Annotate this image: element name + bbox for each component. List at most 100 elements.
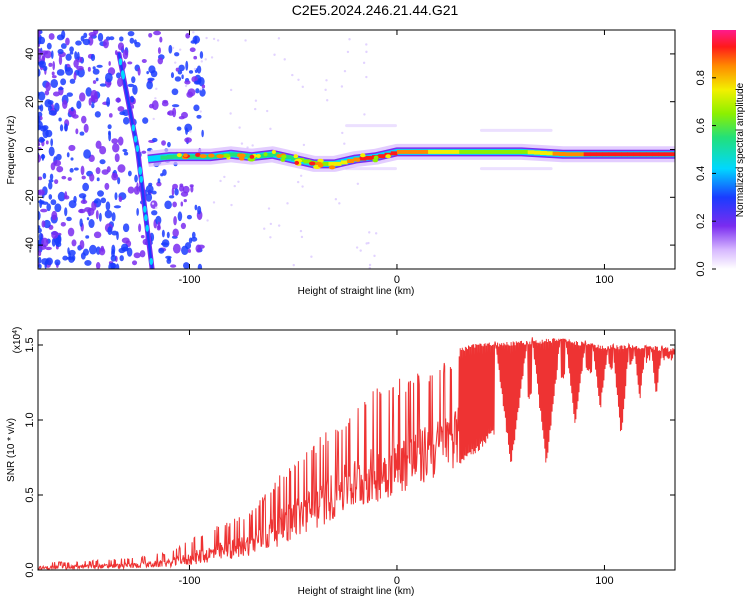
noise-blob	[82, 248, 89, 256]
colorbar: 0.0 0.2 0.4 0.6 0.8 Normalized spectral ampl…	[695, 30, 746, 277]
noise-blob	[80, 199, 88, 205]
noise-blob	[80, 165, 85, 176]
noise-blob	[75, 40, 82, 46]
noise-blob	[48, 62, 53, 67]
noise-blob	[181, 74, 184, 80]
noise-blob	[110, 265, 115, 269]
chart-title: C2E5.2024.246.21.44.G21	[291, 2, 459, 18]
noise-blob	[104, 209, 113, 219]
noise-blob	[38, 227, 42, 234]
noise-dot	[334, 198, 338, 201]
noise-blob	[79, 92, 86, 102]
noise-blob	[38, 115, 41, 124]
noise-blob	[84, 259, 92, 266]
noise-blob	[184, 80, 191, 85]
y-tick-label: 0	[24, 146, 36, 152]
ridge-spot	[317, 158, 324, 163]
noise-blob	[173, 216, 177, 226]
noise-blob	[68, 144, 76, 152]
noise-dot	[326, 99, 329, 102]
ridge-cell	[228, 152, 236, 157]
noise-blob	[187, 88, 196, 97]
noise-blob	[111, 138, 119, 144]
noise-blob	[56, 69, 65, 76]
noise-blob	[140, 234, 145, 239]
ridge-cell	[521, 149, 529, 154]
noise-blob	[88, 219, 95, 229]
noise-blob	[64, 123, 68, 132]
noise-dot	[368, 231, 371, 234]
noise-blob	[41, 258, 49, 265]
noise-dot	[254, 107, 257, 111]
noise-dot	[269, 127, 272, 131]
noise-blob	[127, 186, 135, 194]
noise-blob	[51, 210, 58, 221]
noise-blob	[136, 182, 139, 192]
ridge-cell	[340, 160, 348, 165]
noise-blob	[185, 32, 191, 39]
noise-blob	[190, 236, 198, 242]
noise-blob	[108, 61, 111, 66]
noise-dot	[283, 58, 286, 61]
colorbar-label: Normalized spectral amplitude	[735, 82, 746, 217]
ridge-cell	[191, 154, 199, 159]
noise-blob	[193, 80, 201, 85]
noise-dot	[297, 78, 300, 81]
noise-blob	[60, 78, 67, 86]
noise-blob	[59, 124, 64, 132]
noise-blob	[151, 137, 158, 143]
noise-dot	[171, 46, 175, 50]
ridge-cell	[471, 149, 479, 154]
noise-blob	[56, 165, 64, 173]
noise-dot	[310, 255, 313, 258]
noise-blob	[89, 173, 95, 182]
noise-dot	[365, 75, 368, 79]
ridge-cell	[322, 161, 329, 166]
noise-blob	[161, 101, 169, 107]
noise-blob	[53, 159, 62, 167]
ridge-spot	[308, 161, 316, 166]
noise-blob	[38, 68, 41, 77]
noise-blob	[76, 51, 80, 61]
noise-blob	[117, 136, 124, 146]
noise-dot	[237, 180, 240, 183]
noise-blob	[201, 84, 206, 89]
snr-frame	[37, 329, 676, 571]
noise-blob	[57, 48, 64, 55]
noise-blob	[61, 30, 66, 39]
noise-blob	[54, 259, 61, 266]
ridge-cell	[621, 152, 628, 157]
ridge-cell	[347, 158, 354, 163]
noise-blob	[88, 31, 97, 37]
noise-blob	[90, 53, 96, 62]
noise-blob	[69, 51, 74, 55]
colorbar-tick-label: 0.0	[695, 261, 707, 276]
noise-blob	[48, 110, 57, 116]
ridge-spot	[183, 153, 188, 158]
spectrogram-y-axis-label: Frequency (Hz)	[6, 116, 17, 185]
noise-blob	[91, 103, 95, 109]
noise-blob	[122, 148, 128, 153]
noise-blob	[42, 172, 47, 179]
noise-blob	[50, 138, 54, 147]
noise-blob	[189, 47, 196, 53]
noise-blob	[92, 66, 96, 70]
ridge-cell	[627, 152, 635, 157]
ridge-cell	[284, 155, 292, 160]
spectrogram-panel: -100 0 100 -40 -20 0 20 40 Height of straight l…	[6, 29, 676, 297]
noise-blob	[111, 212, 116, 222]
noise-blob	[123, 117, 130, 125]
ridge-cell	[546, 151, 554, 156]
noise-blob	[48, 179, 54, 183]
noise-blob	[151, 100, 159, 111]
noise-dot	[277, 224, 281, 227]
noise-blob	[180, 201, 184, 207]
ridge-cell	[203, 154, 211, 159]
noise-blob	[99, 83, 107, 87]
ridge-cell	[266, 152, 273, 157]
noise-blob	[171, 88, 179, 96]
noise-blob	[182, 262, 190, 269]
noise-blob	[99, 146, 107, 155]
ridge-cell	[465, 149, 473, 154]
noise-blob	[66, 216, 72, 222]
